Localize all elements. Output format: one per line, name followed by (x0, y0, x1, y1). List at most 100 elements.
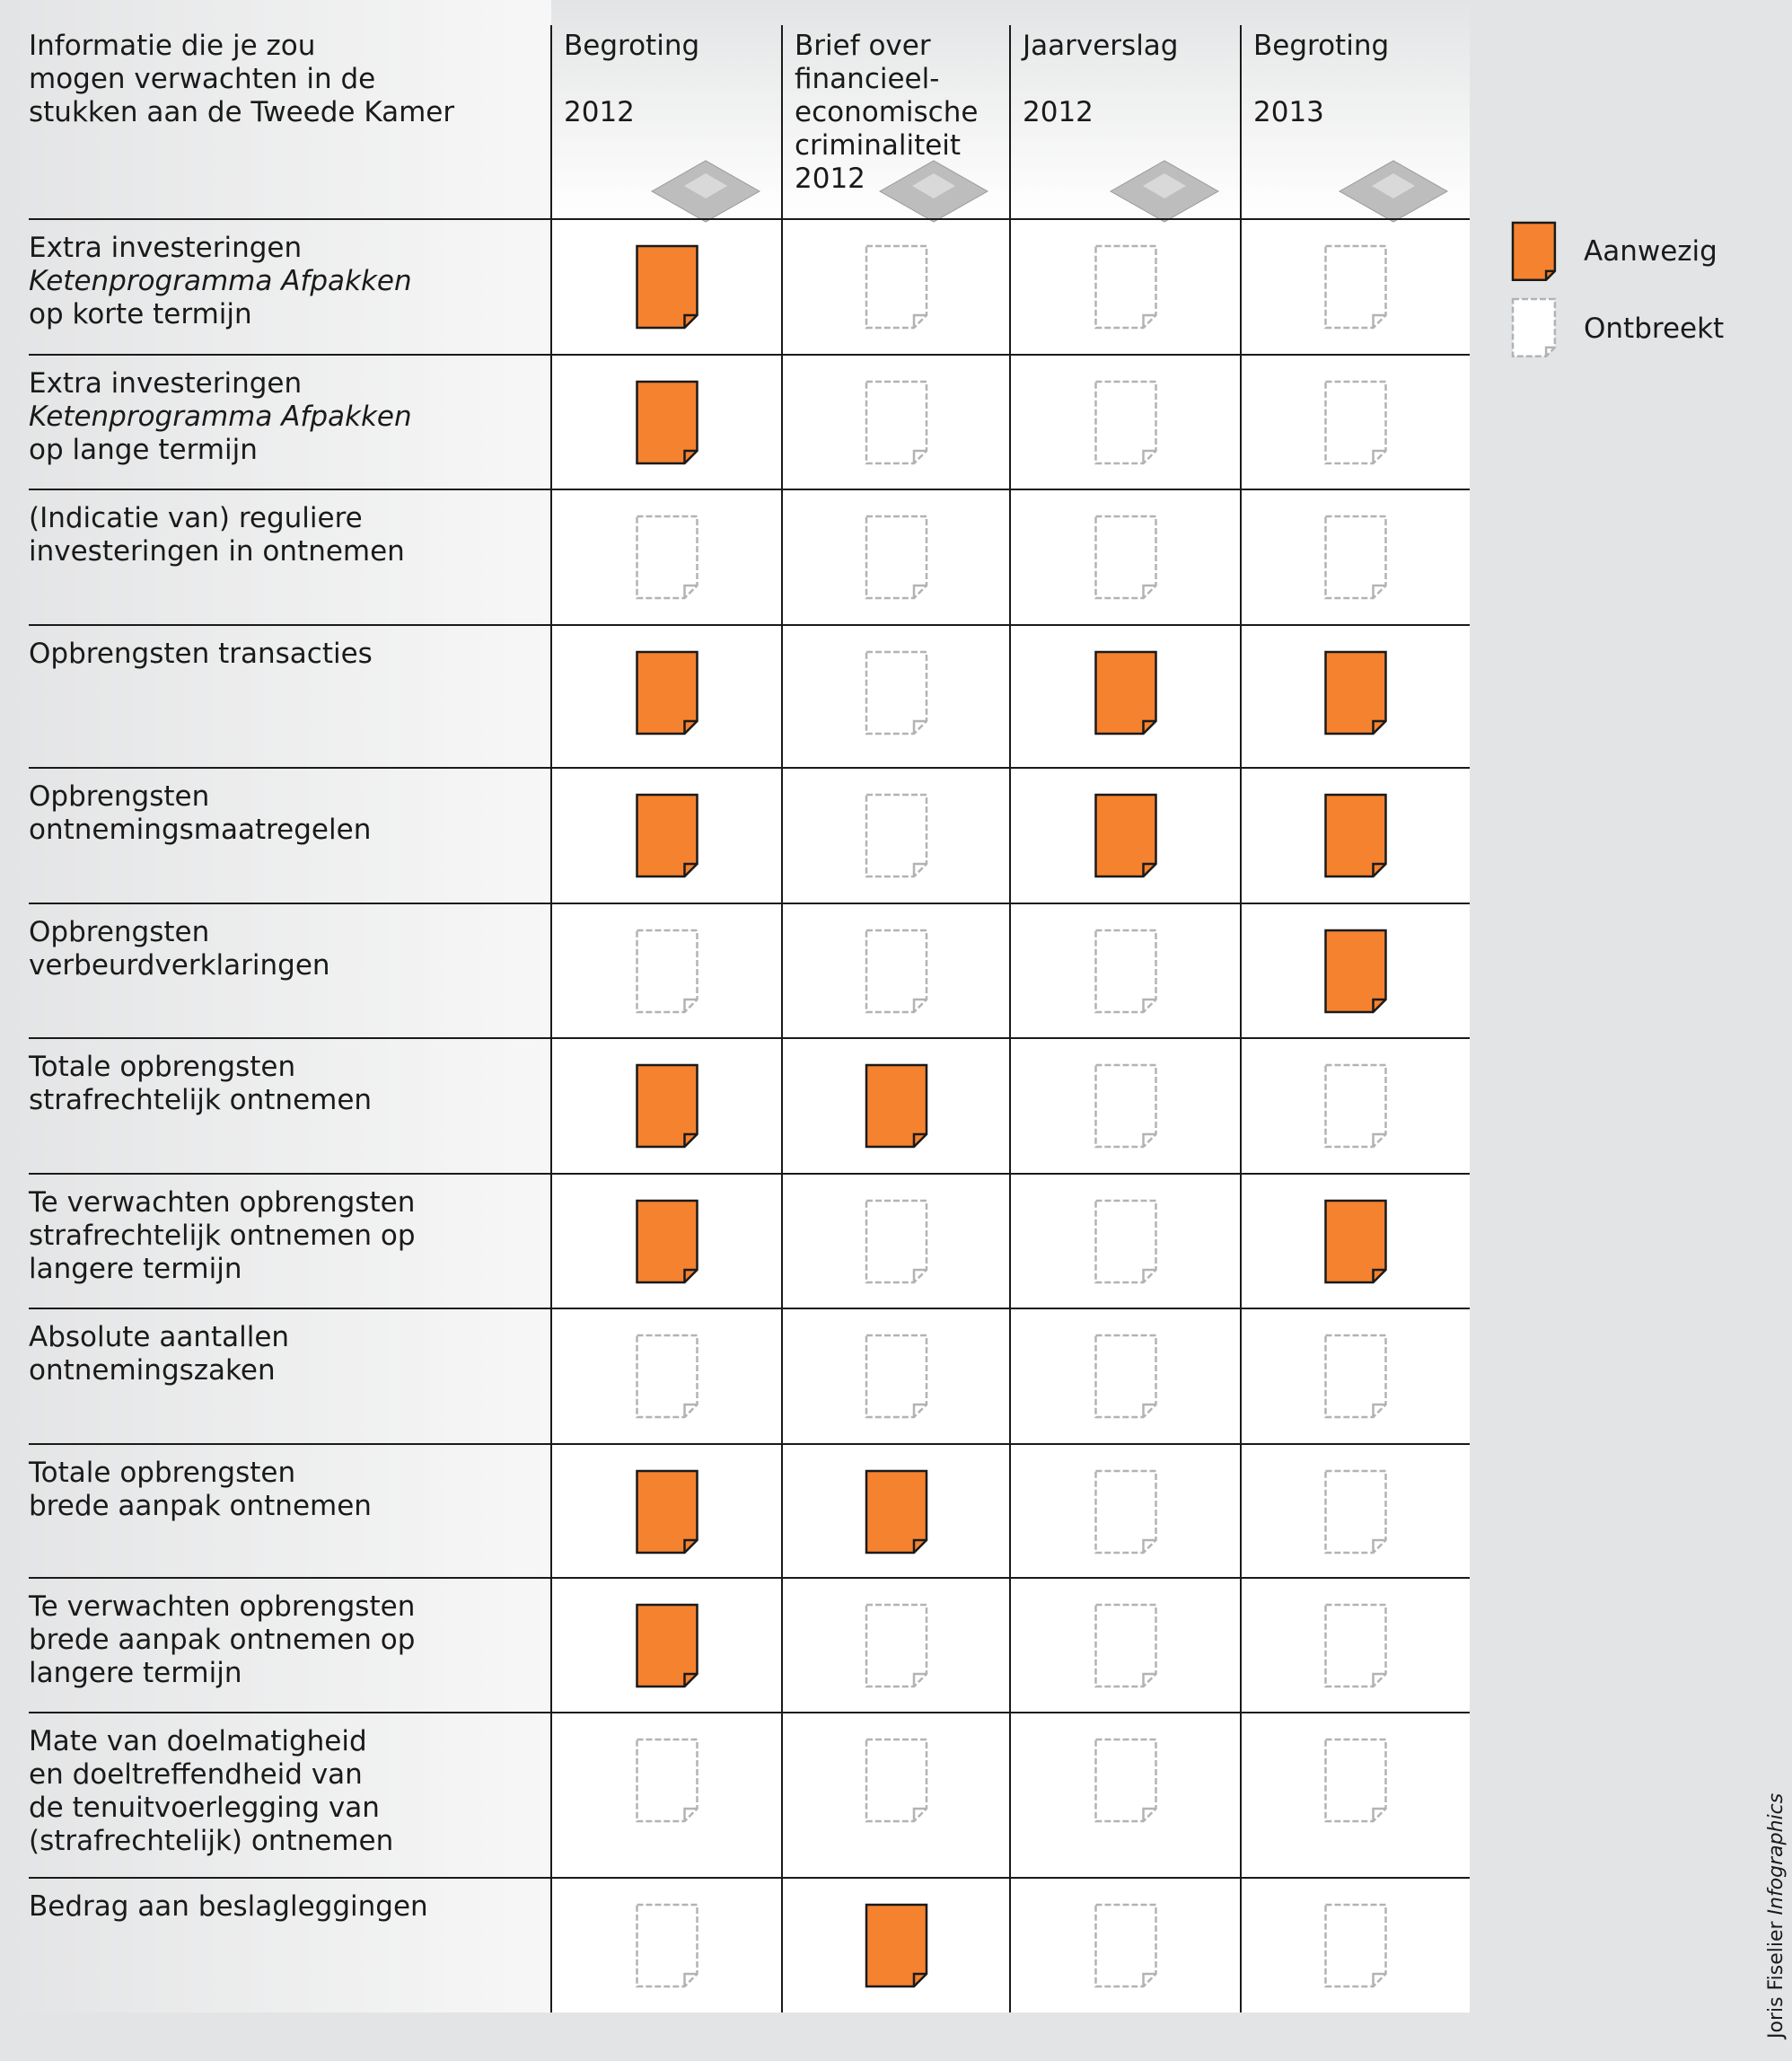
page-fold (1372, 1672, 1386, 1687)
status-icon (1094, 244, 1157, 330)
page-fold (912, 1972, 927, 1986)
page-fold (683, 1538, 698, 1553)
page-fold (1142, 719, 1156, 734)
page-shape (636, 380, 698, 465)
page-shape (1094, 929, 1157, 1014)
status-icon (865, 793, 928, 878)
page-fold (1142, 313, 1156, 328)
page-fold (683, 1132, 698, 1147)
row-label: (strafrechtelijk) ontnemen (29, 1825, 393, 1857)
page-fold (912, 449, 927, 463)
status-icon (1324, 1903, 1387, 1988)
status-icon (1094, 929, 1157, 1014)
legend-label: Aanwezig (1584, 235, 1717, 268)
page-shape (1324, 1063, 1387, 1149)
row-label: ontnemingsmaatregelen (29, 814, 371, 846)
credit-label: Infographics (1765, 1793, 1788, 1916)
page-fold (1142, 1268, 1156, 1282)
legend-label: Ontbreekt (1584, 313, 1724, 345)
status-icon (1094, 380, 1157, 465)
page-shape (636, 1903, 698, 1988)
page-fold (1142, 1132, 1156, 1147)
page-fold (1142, 1807, 1156, 1821)
page-shape (1324, 1334, 1387, 1419)
header-label: stukken aan de Tweede Kamer (29, 96, 454, 128)
page-shape (865, 515, 928, 600)
row-label: strafrechtelijk ontnemen (29, 1084, 372, 1116)
column-header: financieel- (795, 63, 939, 95)
status-icon (1094, 1334, 1157, 1419)
page-fold (683, 998, 698, 1012)
status-icon (1324, 244, 1387, 330)
page-fold (1372, 1538, 1386, 1553)
page-fold (1142, 1538, 1156, 1553)
status-icon (636, 1738, 698, 1823)
page-shape (865, 929, 928, 1014)
status-icon (1324, 1063, 1387, 1149)
status-icon (865, 1469, 928, 1555)
page-shape (1094, 1903, 1157, 1988)
column-header: 2012 (1023, 96, 1094, 128)
page-shape (1324, 1738, 1387, 1823)
page-shape (1094, 244, 1157, 330)
header-page-inner (1143, 173, 1186, 198)
status-icon (865, 1738, 928, 1823)
page-fold (683, 1972, 698, 1986)
status-icon (865, 244, 928, 330)
credit: Joris Fiselier Infographics (1765, 1793, 1788, 2040)
status-icon (1324, 793, 1387, 878)
status-icon (1324, 380, 1387, 465)
row-label: Totale opbrengsten (28, 1051, 295, 1083)
page-fold (912, 862, 927, 876)
status-icon (636, 1469, 698, 1555)
page-fold (1372, 998, 1386, 1012)
label-column-bg (0, 0, 551, 2013)
page-shape (636, 793, 698, 878)
page-shape (1094, 650, 1157, 735)
status-icon (865, 929, 928, 1014)
row-label: Extra investeringen (29, 232, 302, 264)
page-shape (1094, 380, 1157, 465)
page-fold (1142, 449, 1156, 463)
status-icon (865, 1334, 928, 1419)
page-shape (1324, 650, 1387, 735)
status-icon (1094, 1469, 1157, 1555)
page-shape (1094, 1334, 1157, 1419)
status-icon (1094, 1063, 1157, 1149)
status-icon (636, 1903, 698, 1988)
status-icon (865, 1603, 928, 1688)
page-shape (1324, 793, 1387, 878)
page-shape (1324, 244, 1387, 330)
page-shape (865, 1603, 928, 1688)
row-label: verbeurdverklaringen (29, 949, 330, 982)
page-shape (865, 1199, 928, 1284)
page-shape (1324, 380, 1387, 465)
row-label: Opbrengsten transacties (29, 638, 373, 670)
page-shape (865, 1903, 928, 1988)
row-label: op korte termijn (29, 298, 252, 330)
column-header: 2012 (564, 96, 635, 128)
status-icon (1094, 1603, 1157, 1688)
legend-icon (1511, 221, 1557, 281)
page-shape (1094, 515, 1157, 600)
page-fold (912, 1672, 927, 1687)
page-shape (1324, 1603, 1387, 1688)
status-icon (865, 1903, 928, 1988)
page-shape (1094, 1063, 1157, 1149)
row-label: Ketenprogramma Afpakken (29, 401, 412, 433)
status-icon (865, 515, 928, 600)
status-icon (636, 515, 698, 600)
page-fold (683, 1807, 698, 1821)
page-fold (1142, 1403, 1156, 1417)
header-label: Informatie die je zou (29, 30, 315, 62)
row-label: de tenuitvoerlegging van (29, 1792, 380, 1824)
page-fold (1372, 1972, 1386, 1986)
page-shape (636, 244, 698, 330)
page-shape (865, 1469, 928, 1555)
page-fold (683, 1403, 698, 1417)
header-label: mogen verwachten in de (29, 63, 375, 95)
row-label: Extra investeringen (29, 367, 302, 400)
page-fold (1142, 998, 1156, 1012)
page-fold (912, 1268, 927, 1282)
status-icon (865, 1199, 928, 1284)
